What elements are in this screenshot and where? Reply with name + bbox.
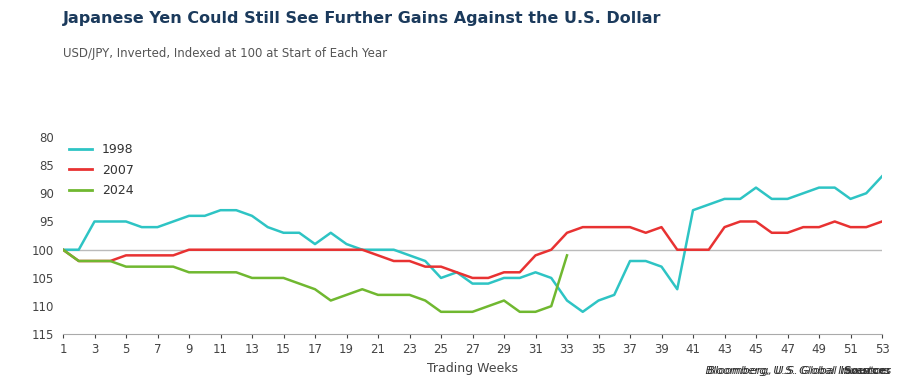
X-axis label: Trading Weeks: Trading Weeks — [427, 362, 518, 375]
Text: Bloomberg, U.S. Global Investors: Bloomberg, U.S. Global Investors — [702, 366, 889, 376]
Legend: 1998, 2007, 2024: 1998, 2007, 2024 — [69, 143, 133, 197]
Text: Japanese Yen Could Still See Further Gains Against the U.S. Dollar: Japanese Yen Could Still See Further Gai… — [63, 11, 662, 26]
Text: Source:: Source: — [843, 366, 891, 376]
Text: USD/JPY, Inverted, Indexed at 100 at Start of Each Year: USD/JPY, Inverted, Indexed at 100 at Sta… — [63, 48, 387, 60]
Text: Bloomberg, U.S. Global Investors: Bloomberg, U.S. Global Investors — [704, 366, 891, 376]
